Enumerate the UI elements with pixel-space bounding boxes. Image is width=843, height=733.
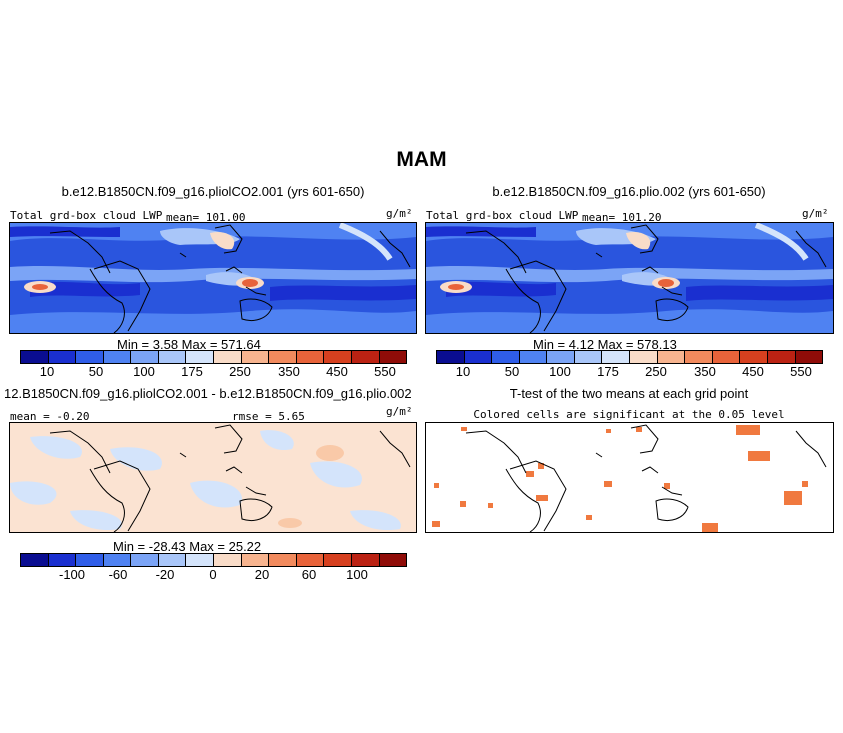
- colorbar-swatch: [324, 351, 352, 363]
- panel3-tick: -60: [108, 567, 128, 582]
- colorbar-swatch: [186, 554, 215, 566]
- panel2-tick: 350: [694, 364, 716, 379]
- panel1-tick: 50: [88, 364, 104, 379]
- panel4-subtitle: Colored cells are significant at the 0.0…: [473, 408, 785, 421]
- panel1-tick: 350: [278, 364, 300, 379]
- colorbar-swatch: [740, 351, 768, 363]
- panel3-tick: -20: [155, 567, 175, 582]
- panel3-tick: 60: [301, 567, 317, 582]
- colorbar-swatch: [574, 351, 603, 363]
- panel2-tick: 10: [455, 364, 471, 379]
- colorbar-swatch: [296, 351, 325, 363]
- panel3-tick: 0: [209, 567, 217, 582]
- panel3-units: g/m²: [386, 405, 413, 418]
- colorbar-swatch: [351, 554, 380, 566]
- panel1-field-label: Total grd-box cloud LWP: [10, 209, 163, 222]
- colorbar-swatch: [351, 351, 380, 363]
- panel1-colorbar: [20, 350, 407, 364]
- colorbar-swatch: [296, 554, 325, 566]
- panel2-mean-label: mean= 101.20: [582, 211, 662, 224]
- colorbar-swatch: [492, 351, 520, 363]
- panel2-tick: 50: [504, 364, 520, 379]
- figure-title: MAM: [396, 148, 447, 171]
- colorbar-swatch: [269, 554, 297, 566]
- panel3-minmax: Min = -28.43 Max = 25.22: [113, 539, 262, 554]
- colorbar-swatch: [186, 351, 215, 363]
- panel4-title: T-test of the two means at each grid poi…: [509, 386, 749, 401]
- colorbar-swatch: [21, 351, 49, 363]
- colorbar-swatch: [630, 351, 658, 363]
- colorbar-swatch: [48, 554, 77, 566]
- panel1-tick: 10: [39, 364, 55, 379]
- colorbar-swatch: [76, 554, 104, 566]
- colorbar-swatch: [712, 351, 741, 363]
- colorbar-swatch: [324, 554, 352, 566]
- panel1-tick: 450: [326, 364, 348, 379]
- colorbar-swatch: [602, 351, 631, 363]
- panel2-tick: 100: [549, 364, 571, 379]
- colorbar-swatch: [767, 351, 796, 363]
- colorbar-swatch: [158, 351, 187, 363]
- panel3-colorbar: [20, 553, 407, 567]
- panel2-field-label: Total grd-box cloud LWP: [426, 209, 579, 222]
- colorbar-swatch: [214, 351, 242, 363]
- colorbar-swatch: [657, 351, 686, 363]
- colorbar-swatch: [76, 351, 104, 363]
- panel1-tick: 175: [181, 364, 203, 379]
- panel3-tick: 100: [346, 567, 368, 582]
- colorbar-swatch: [21, 554, 49, 566]
- panel3-tick: -100: [58, 567, 86, 582]
- panel1-units: g/m²: [386, 207, 413, 220]
- colorbar-swatch: [379, 351, 407, 363]
- panel2-colorbar: [436, 350, 823, 364]
- colorbar-swatch: [158, 554, 187, 566]
- panel2-tick: 250: [645, 364, 667, 379]
- panel1-minmax: Min = 3.58 Max = 571.64: [117, 337, 261, 352]
- panel2-tick: 550: [790, 364, 812, 379]
- colorbar-swatch: [103, 554, 132, 566]
- colorbar-swatch: [547, 351, 575, 363]
- colorbar-swatch: [437, 351, 465, 363]
- colorbar-swatch: [131, 554, 159, 566]
- colorbar-swatch: [48, 351, 77, 363]
- panel1-tick: 250: [229, 364, 251, 379]
- panel2-tick: 450: [742, 364, 764, 379]
- panel3-title: 12.B1850CN.f09_g16.pliolCO2.001 - b.e12.…: [4, 386, 412, 401]
- panel1-title: b.e12.B1850CN.f09_g16.pliolCO2.001 (yrs …: [61, 184, 365, 199]
- panel4-map: [425, 422, 834, 533]
- colorbar-swatch: [379, 554, 407, 566]
- panel1-mean-label: mean= 101.00: [166, 211, 246, 224]
- panel2-title: b.e12.B1850CN.f09_g16.plio.002 (yrs 601-…: [492, 184, 766, 199]
- panel1-map: [9, 222, 417, 334]
- colorbar-swatch: [103, 351, 132, 363]
- panel3-rmse-label: rmse = 5.65: [232, 410, 305, 423]
- panel2-minmax: Min = 4.12 Max = 578.13: [533, 337, 677, 352]
- colorbar-swatch: [685, 351, 713, 363]
- panel3-map: [9, 422, 417, 533]
- colorbar-swatch: [795, 351, 823, 363]
- colorbar-swatch: [464, 351, 493, 363]
- colorbar-swatch: [241, 554, 270, 566]
- colorbar-swatch: [269, 351, 297, 363]
- panel1-tick: 550: [374, 364, 396, 379]
- panel3-tick: 20: [254, 567, 270, 582]
- panel2-map: [425, 222, 834, 334]
- panel2-units: g/m²: [802, 207, 829, 220]
- colorbar-swatch: [131, 351, 159, 363]
- colorbar-swatch: [214, 554, 242, 566]
- colorbar-swatch: [519, 351, 548, 363]
- colorbar-swatch: [241, 351, 270, 363]
- panel3-mean-label: mean = -0.20: [10, 410, 90, 423]
- panel1-tick: 100: [133, 364, 155, 379]
- panel2-tick: 175: [597, 364, 619, 379]
